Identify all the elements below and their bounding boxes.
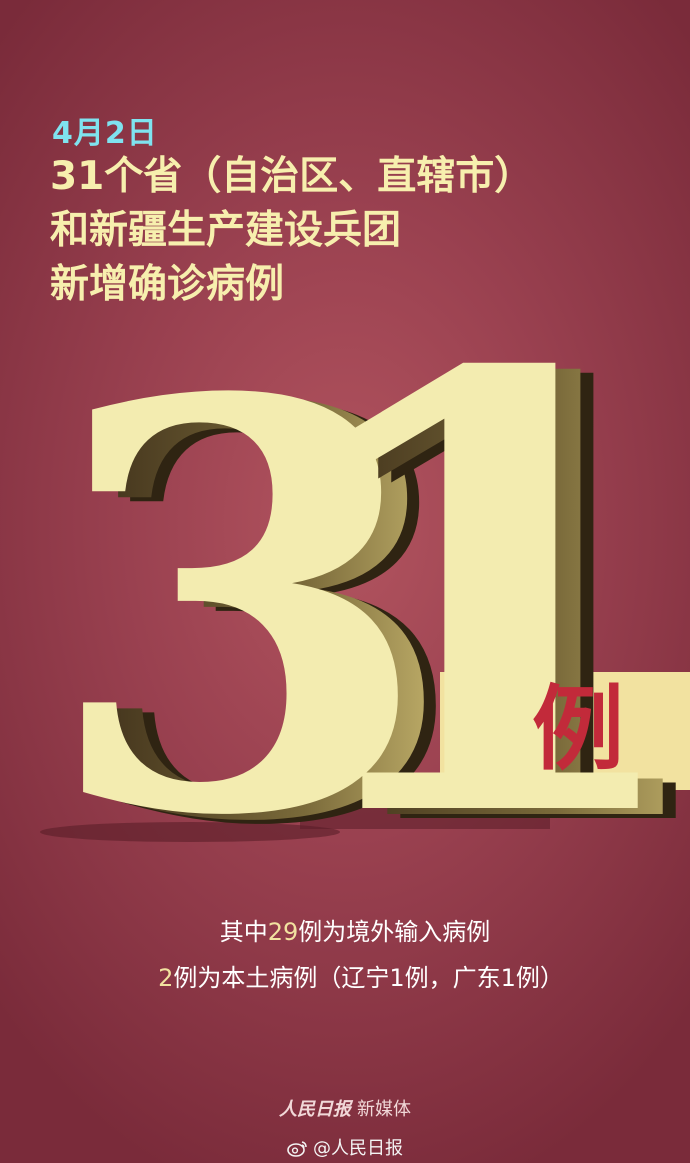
digit-3-extrusion-far: 3	[82, 291, 472, 900]
brand-credit: 人民日报 新媒体	[0, 1095, 690, 1121]
headline: 31个省（自治区、直辖市） 和新疆生产建设兵团 新增确诊病例	[50, 150, 533, 312]
headline-line-1: 31个省（自治区、直辖市）	[50, 154, 534, 199]
detail-1-suffix: 例为境外输入病例	[298, 918, 491, 946]
date-label: 4月2日	[52, 116, 158, 151]
unit-label: 例	[532, 676, 625, 783]
digit-1-face: 1	[280, 245, 690, 900]
digit-3-face: 3	[44, 281, 434, 900]
unit-band	[440, 672, 690, 790]
detail-line-local: 2例为本土病例（辽宁1例，广东1例）	[16, 958, 690, 993]
digit-1-extrusion-far: 1	[318, 255, 690, 900]
detail-1-number: 29	[267, 918, 299, 946]
detail-1-prefix: 其中	[219, 918, 268, 946]
digit-3-extrusion: 3	[70, 287, 460, 900]
detail-line-imported: 其中29例为境外输入病例	[10, 912, 690, 947]
weibo-watermark: @人民日报	[0, 1134, 690, 1160]
headline-line-2: 和新疆生产建设兵团	[50, 208, 402, 253]
detail-2-number: 2	[158, 964, 174, 992]
weibo-icon	[287, 1141, 307, 1157]
watermark-handle: @人民日报	[313, 1138, 403, 1159]
digit-3-floor-shadow	[40, 822, 340, 842]
digit-1-floor-shadow	[300, 795, 550, 829]
big-number: 3 3 3 1 1 1	[40, 245, 690, 900]
brand-logo: 人民日报	[279, 1099, 351, 1120]
digit-1-extrusion: 1	[305, 251, 690, 900]
headline-line-3: 新增确诊病例	[50, 262, 285, 307]
brand-suffix: 新媒体	[357, 1099, 411, 1120]
detail-2-suffix: 例为本土病例（辽宁1例，广东1例）	[173, 964, 564, 992]
